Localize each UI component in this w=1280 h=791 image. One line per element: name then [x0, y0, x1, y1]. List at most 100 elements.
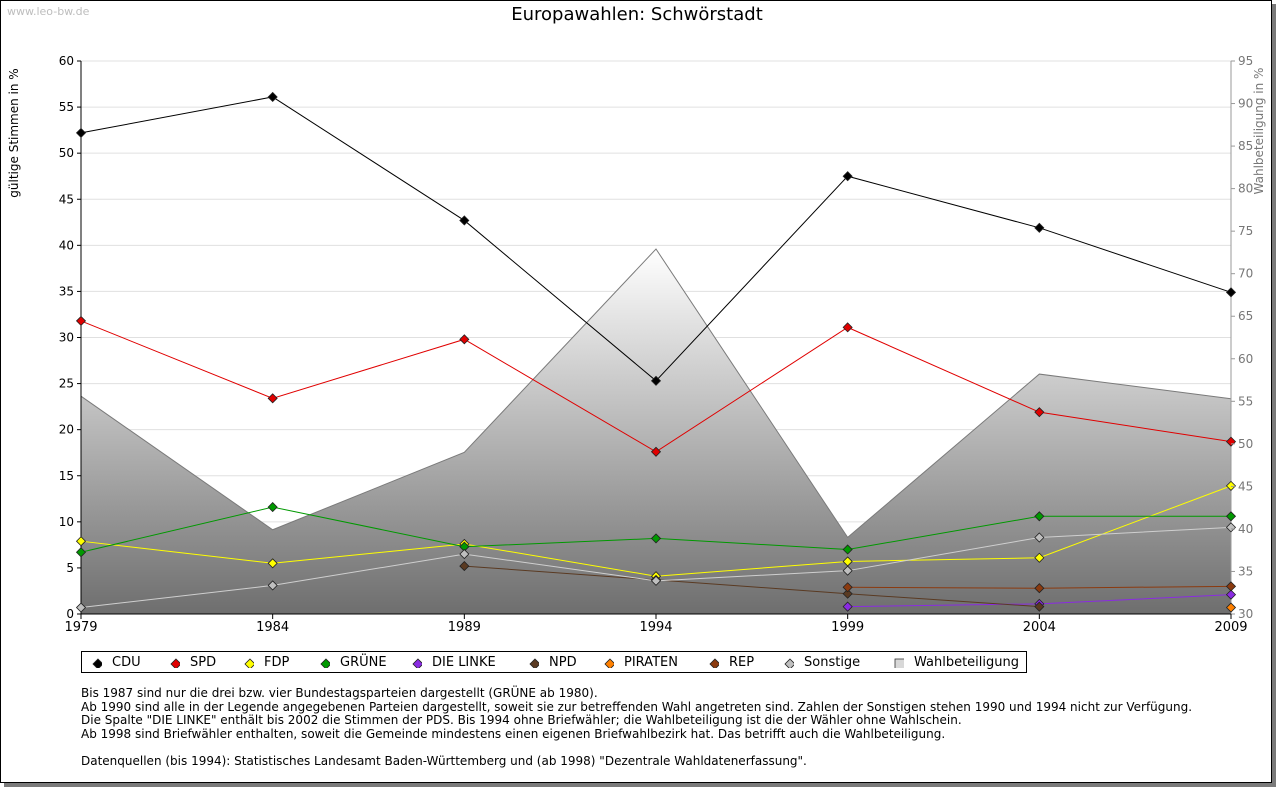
legend-marker [412, 658, 422, 668]
data-point-spd [650, 446, 662, 457]
y-tick-label-right: 55 [1238, 394, 1253, 408]
y-tick-label-right: 30 [1238, 607, 1253, 621]
data-point-spd [267, 393, 278, 404]
note-line: Ab 1998 sind Briefwähler enthalten, sowe… [81, 726, 946, 741]
y-tick-label-left: 0 [66, 607, 74, 621]
legend-marker [604, 658, 614, 668]
data-point-fdp [267, 558, 278, 569]
y-tick-label-left: 50 [59, 146, 74, 160]
y-tick-label-right: 50 [1238, 437, 1253, 451]
x-tick-label: 2009 [1214, 620, 1247, 635]
data-point-cdu [75, 127, 87, 138]
y-tick-label-right: 35 [1238, 564, 1253, 578]
data-point-npd [1034, 601, 1045, 612]
y-tick-label-left: 55 [59, 100, 74, 114]
data-point-npd [459, 561, 470, 572]
legend-marker [320, 658, 330, 668]
y-tick-label-right: 95 [1238, 54, 1253, 68]
data-point-rep [842, 582, 853, 593]
data-point-sonstige [842, 565, 853, 576]
y-tick-label-left: 30 [59, 331, 74, 345]
legend-label: CDU [112, 655, 141, 670]
data-point-sonstige [267, 580, 278, 591]
data-point-npd [842, 588, 853, 599]
legend-label: FDP [264, 655, 290, 670]
data-point-sonstige [459, 549, 470, 560]
data-point-grüne [267, 502, 278, 513]
chart-title: Europawahlen: Schwörstadt [511, 4, 763, 25]
data-point-grüne [842, 544, 853, 555]
x-tick-label: 2004 [1023, 620, 1056, 635]
legend-marker [784, 658, 794, 668]
y-tick-label-left: 45 [59, 192, 74, 206]
note-line: Datenquellen (bis 1994): Statistisches L… [81, 753, 807, 768]
legend-marker [709, 658, 719, 668]
note-line: Die Spalte "DIE LINKE" enthält bis 2002 … [81, 713, 962, 727]
data-point-cdu [842, 171, 853, 182]
data-point-spd [459, 334, 470, 345]
legend-marker [92, 658, 102, 668]
y-tick-label-left: 5 [66, 561, 74, 575]
legend-marker [244, 658, 254, 668]
y-tick-label-right: 75 [1238, 224, 1253, 238]
data-point-grüne [1034, 511, 1045, 522]
legend-label: NPD [549, 655, 577, 670]
legend-label: SPD [190, 655, 217, 670]
data-point-grüne [650, 533, 662, 544]
data-point-fdp [75, 536, 87, 547]
legend-label: PIRATEN [624, 655, 678, 670]
y-axis-label-left: gültige Stimmen in % [7, 68, 21, 197]
series-line-npd [464, 565, 1040, 608]
y-tick-label-left: 20 [59, 423, 74, 437]
watermark: www.leo-bw.de [7, 5, 90, 18]
x-tick-label: 1999 [831, 620, 864, 635]
x-tick-label: 1989 [448, 620, 481, 635]
data-point-sonstige [75, 602, 87, 613]
y-tick-label-left: 25 [59, 377, 74, 391]
data-point-fdp [1034, 552, 1045, 563]
data-point-die-linke [1225, 589, 1237, 600]
data-point-rep [1034, 583, 1045, 594]
y-tick-label-left: 15 [59, 469, 74, 483]
turnout-area [81, 249, 1231, 614]
data-point-grüne [75, 547, 87, 558]
y-tick-label-left: 10 [59, 515, 74, 529]
data-point-sonstige [1034, 532, 1045, 543]
y-tick-label-right: 60 [1238, 352, 1253, 366]
data-point-grüne [1225, 511, 1237, 522]
y-tick-label-right: 70 [1238, 267, 1253, 281]
x-tick-label: 1979 [64, 620, 97, 635]
legend: CDU SPD FDP GRÜNE DIE LINKE NPD PIRATEN REP Sons… [81, 651, 1027, 673]
y-tick-label-right: 80 [1238, 182, 1253, 196]
legend-marker [894, 658, 904, 668]
y-tick-label-left: 60 [59, 54, 74, 68]
legend-marker [529, 658, 539, 668]
data-point-sonstige [1225, 522, 1237, 533]
note-line [81, 741, 1192, 755]
data-point-cdu [1225, 287, 1237, 298]
data-point-spd [842, 322, 853, 333]
y-tick-label-right: 85 [1238, 139, 1253, 153]
legend-label: GRÜNE [340, 655, 387, 670]
data-point-piraten [1225, 602, 1237, 613]
legend-label: REP [729, 655, 755, 670]
legend-label: DIE LINKE [432, 655, 496, 670]
x-tick-label: 1984 [256, 620, 289, 635]
chart-plot: 0 5 10 15 20 25 30 35 40 45 50 55 60 30 35 40 45 50 55 60 65… [7, 54, 1266, 635]
y-tick-label-right: 40 [1238, 522, 1253, 536]
legend-marker [170, 658, 180, 668]
y-axis-label-right: Wahlbeteiligung in % [1252, 68, 1266, 195]
data-point-die-linke [842, 601, 853, 612]
data-point-cdu [650, 375, 662, 386]
data-point-sonstige [650, 575, 662, 586]
data-point-cdu [267, 91, 278, 103]
legend-label: Wahlbeteiligung [914, 655, 1020, 670]
y-tick-label-left: 40 [59, 238, 74, 252]
turnout-line [80, 248, 1232, 539]
note-line: Bis 1987 sind nur die drei bzw. vier Bun… [81, 686, 598, 700]
y-tick-label-right: 90 [1238, 97, 1253, 111]
data-point-cdu [459, 215, 470, 226]
data-point-spd [75, 315, 87, 326]
y-tick-label-right: 65 [1238, 309, 1253, 323]
